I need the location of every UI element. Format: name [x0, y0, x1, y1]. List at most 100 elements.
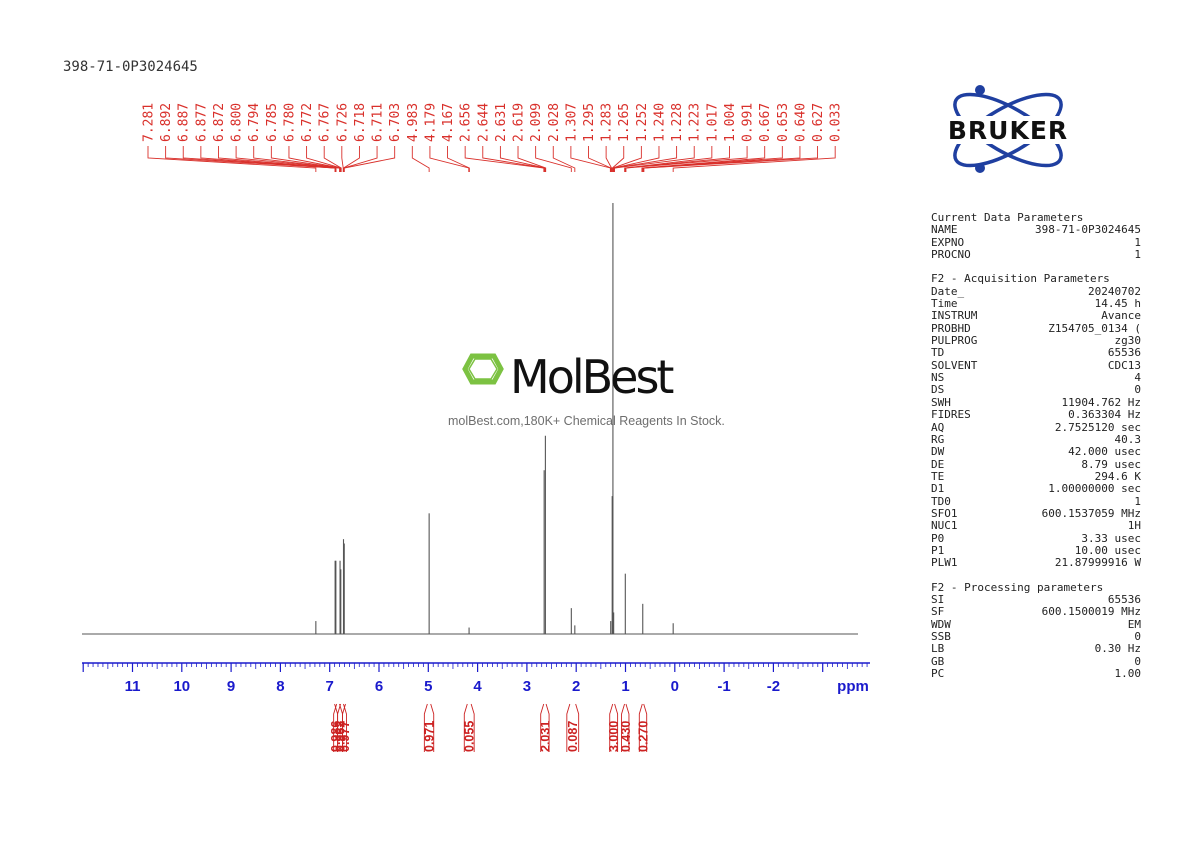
peak-label: 4.167 — [441, 103, 456, 142]
parameter-value: 0 — [1134, 630, 1141, 643]
molbest-logo: MolBest — [462, 350, 676, 404]
molbest-wordmark: MolBest — [510, 350, 673, 404]
parameter-key: PROBHD — [931, 321, 971, 335]
integral-bracket-right — [343, 703, 347, 752]
parameter-key: NAME — [931, 223, 958, 237]
parameter-row: TD 65536 — [931, 347, 1141, 360]
peak-label-connector — [605, 146, 612, 172]
peak-label: 4.179 — [423, 103, 438, 142]
x-axis-tick-label: 1 — [621, 678, 629, 695]
parameter-key: SF — [931, 605, 945, 619]
parameter-key: DS — [931, 383, 945, 397]
parameter-section: Current Data Parameters NAME 398-71-0P3024… — [931, 211, 1141, 261]
peak-label-connector — [614, 146, 695, 172]
peak-label-connector — [570, 146, 611, 172]
peak-label-connector — [323, 146, 342, 172]
parameter-key: D1 — [931, 482, 945, 496]
parameter-value: 3.33 usec — [1081, 531, 1141, 545]
peak-label: 6.718 — [353, 103, 368, 142]
parameter-value: 21.87999916 W — [1054, 556, 1141, 570]
integral-bracket-left — [621, 703, 625, 752]
peak-label: 2.631 — [494, 103, 509, 142]
peak-label-connector — [624, 146, 730, 172]
parameter-key: SOLVENT — [931, 358, 978, 372]
peak-label: 0.033 — [829, 103, 844, 142]
sample-id-title: 398-71-0P3024645 — [63, 59, 198, 75]
peak-label-connector — [182, 146, 336, 172]
peak-label: 1.228 — [670, 103, 685, 142]
parameter-value: 42.000 usec — [1068, 445, 1141, 459]
peak-label-connector — [429, 146, 470, 172]
peak-label: 6.892 — [159, 103, 174, 142]
parameter-value: 1 — [1134, 494, 1141, 508]
bruker-wordmark: BRUKER — [948, 116, 1068, 145]
parameter-row: Time 14.45 h — [931, 297, 1141, 310]
parameter-row: PROCNO 1 — [931, 248, 1141, 261]
parameter-key: P0 — [931, 531, 945, 545]
integral-value-label: 2.031 — [538, 721, 552, 752]
parameter-row: INSTRUM Avance — [931, 309, 1141, 323]
x-axis-tick-label: 0 — [671, 678, 679, 695]
integral-bracket-right — [575, 703, 580, 752]
peak-label-connector — [643, 146, 819, 172]
peak-label: 1.223 — [688, 103, 703, 142]
parameter-row: FIDRES 0.363304 Hz — [931, 408, 1141, 422]
parameter-key: LB — [931, 642, 945, 656]
peak-label-connector — [642, 146, 783, 172]
peak-label-connector — [343, 146, 396, 172]
ppm-axis-group: 11 10 9 8 7 6 5 4 3 2 1 0 -1 -2 ppm — [82, 662, 870, 695]
parameter-key: DE — [931, 457, 945, 471]
integral-value-label: 0.055 — [463, 721, 477, 752]
parameter-key: DW — [931, 445, 945, 459]
x-axis-tick-label: 6 — [375, 678, 383, 695]
peak-label: 2.099 — [529, 103, 544, 142]
parameter-row: TE 294.6 K — [931, 469, 1141, 483]
parameter-row: D1 1.00000000 sec — [931, 482, 1141, 496]
x-axis-tick-label: 4 — [473, 678, 482, 695]
integral-value-label: 0.270 — [637, 721, 651, 752]
parameter-row: SOLVENT CDC13 — [931, 358, 1141, 372]
parameter-row: TD0 1 — [931, 494, 1141, 508]
parameter-value: 0 — [1134, 654, 1141, 668]
parameter-key: SI — [931, 592, 945, 606]
parameter-value: 0.363304 Hz — [1068, 408, 1141, 422]
peak-label: 6.780 — [282, 103, 297, 142]
peak-label: 6.772 — [300, 103, 315, 142]
parameter-value: 0 — [1134, 383, 1141, 397]
parameter-row: RG 40.3 — [931, 432, 1142, 446]
peak-label: 1.240 — [652, 103, 667, 142]
integral-value-label: 0.962 — [334, 721, 348, 752]
peak-label: 6.887 — [177, 103, 192, 142]
peak-label-connector — [624, 146, 713, 172]
parameter-row: Date_ 20240702 — [931, 285, 1141, 298]
peak-label: 6.785 — [265, 103, 280, 142]
integral-bracket-left — [638, 703, 643, 752]
parameter-value: 2.7525120 sec — [1054, 420, 1141, 434]
parameter-row: NS 4 — [931, 371, 1141, 384]
parameter-row: PC 1.00 — [931, 667, 1142, 681]
integral-bracket-left — [566, 703, 571, 752]
parameter-key: TE — [931, 469, 945, 483]
peak-label: 1.017 — [705, 103, 720, 142]
parameter-value: 294.6 K — [1094, 469, 1141, 483]
peak-label-connector — [343, 146, 378, 172]
parameter-value: 1H — [1127, 519, 1141, 533]
integral-bracket-right — [470, 703, 475, 752]
peak-label: 6.726 — [335, 103, 350, 142]
parameter-key: INSTRUM — [931, 309, 978, 323]
parameter-value: 40.3 — [1114, 432, 1142, 446]
integral-value-label: 0.971 — [423, 721, 437, 752]
parameter-value: 1.00 — [1114, 667, 1142, 681]
parameter-value: 1 — [1134, 235, 1141, 249]
peak-label-connector — [612, 146, 642, 172]
parameter-section-title: Current Data Parameters — [931, 211, 1084, 224]
peak-label-connector — [552, 146, 576, 172]
peak-label: 6.872 — [212, 103, 227, 142]
x-axis-tick-label: 3 — [523, 678, 531, 695]
parameter-row: SFO1 600.1537059 MHz — [931, 507, 1141, 520]
parameter-key: TD0 — [931, 494, 951, 508]
parameter-value: 600.1500019 MHz — [1041, 605, 1141, 619]
parameter-row: LB 0.30 Hz — [931, 642, 1141, 656]
